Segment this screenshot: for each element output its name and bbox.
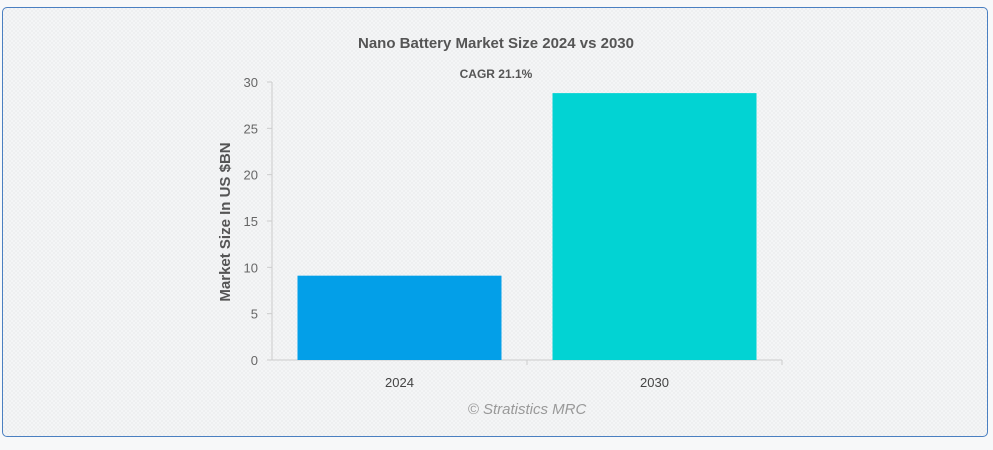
y-axis-ticks: 0 5 10 15 20 25 30	[244, 75, 272, 368]
bar-2030	[552, 93, 757, 361]
chart-title: Nano Battery Market Size 2024 vs 2030	[358, 35, 634, 52]
chart-card	[2, 7, 988, 437]
y-tick-label: 15	[244, 214, 258, 229]
y-tick-label: 30	[244, 75, 258, 90]
chart-subtitle: CAGR 21.1%	[460, 67, 533, 81]
bar-2024	[297, 275, 502, 360]
credit-watermark: © Stratistics MRC	[468, 401, 587, 418]
y-tick-label: 20	[244, 168, 258, 183]
y-tick-label: 10	[244, 260, 258, 275]
y-tick-label: 0	[251, 353, 258, 368]
x-tick-label: 2024	[385, 375, 414, 390]
bars	[297, 93, 757, 361]
y-axis-label: Market Size In US $BN	[217, 142, 234, 301]
y-tick-label: 5	[251, 307, 258, 322]
x-tick-label: 2030	[640, 375, 669, 390]
y-tick-label: 25	[244, 121, 258, 136]
x-axis-labels: 2024 2030	[385, 360, 783, 390]
